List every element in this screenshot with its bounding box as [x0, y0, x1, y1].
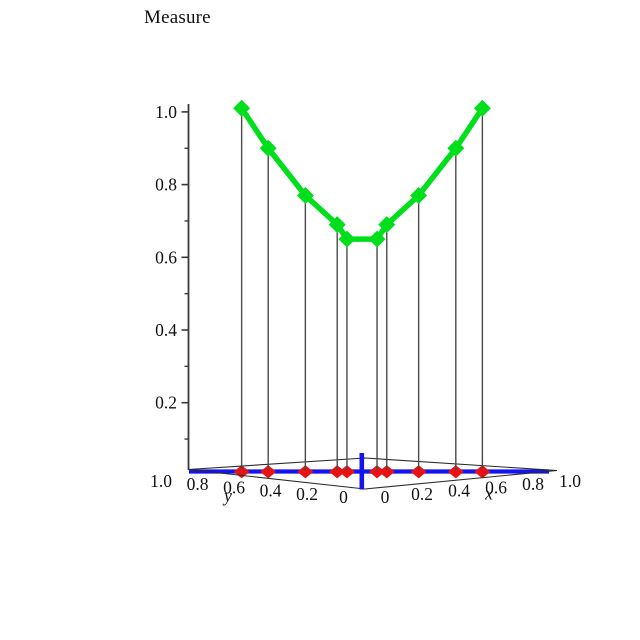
red-diamond-marker [260, 465, 277, 479]
green-diamond-marker [328, 216, 346, 234]
bottom-right-tick-label: 0.8 [522, 474, 544, 494]
green-diamond-marker [473, 99, 491, 117]
green-diamond-marker [338, 230, 356, 248]
bottom-left-tick-label: 0.4 [260, 481, 282, 501]
bottom-left-tick-label: 1.0 [150, 471, 172, 491]
red-diamond-marker [474, 465, 491, 479]
green-diamond-marker [410, 187, 428, 205]
bottom-right-tick-label: 0.2 [411, 484, 433, 504]
bottom-left-tick-label: 0.8 [187, 474, 209, 494]
bottom-right-tick-label: 1.0 [559, 471, 581, 491]
green-diamond-marker [233, 99, 251, 117]
bottom-right-tick-label: 0.6 [485, 477, 507, 497]
x-axis-letter-label: x [484, 484, 493, 504]
y-axis-letter-label: y [222, 486, 232, 506]
bottom-right-tick-label: 0 [381, 487, 390, 507]
measure-axis-tick-label: 0.6 [155, 247, 177, 267]
green-diamond-marker [368, 230, 386, 248]
red-diamond-marker [329, 465, 346, 479]
chart-title: Measure [144, 7, 211, 28]
measure-axis-tick-label: 1.0 [155, 102, 177, 122]
bottom-left-tick-label: 0.2 [296, 484, 318, 504]
bottom-left-tick-label: 0 [339, 487, 348, 507]
bottom-right-tick-label: 0.4 [448, 481, 470, 501]
measure-axis-tick-label: 0.4 [155, 320, 177, 340]
green-series-line [239, 106, 485, 242]
measure-axis-tick-label: 0.2 [155, 393, 177, 413]
red-diamond-marker [378, 465, 395, 479]
red-diamond-marker [338, 465, 355, 479]
green-diamond-marker [296, 187, 314, 205]
red-diamond-marker [447, 465, 464, 479]
red-diamond-marker [369, 465, 386, 479]
green-diamond-marker [378, 216, 396, 234]
red-diamond-marker [297, 465, 314, 479]
green-diamond-marker [447, 139, 465, 157]
green-diamond-marker [259, 139, 277, 157]
bottom-left-tick-label: 0.6 [223, 477, 245, 497]
red-diamond-marker [410, 465, 427, 479]
measure-axis-tick-label: 0.8 [155, 175, 177, 195]
